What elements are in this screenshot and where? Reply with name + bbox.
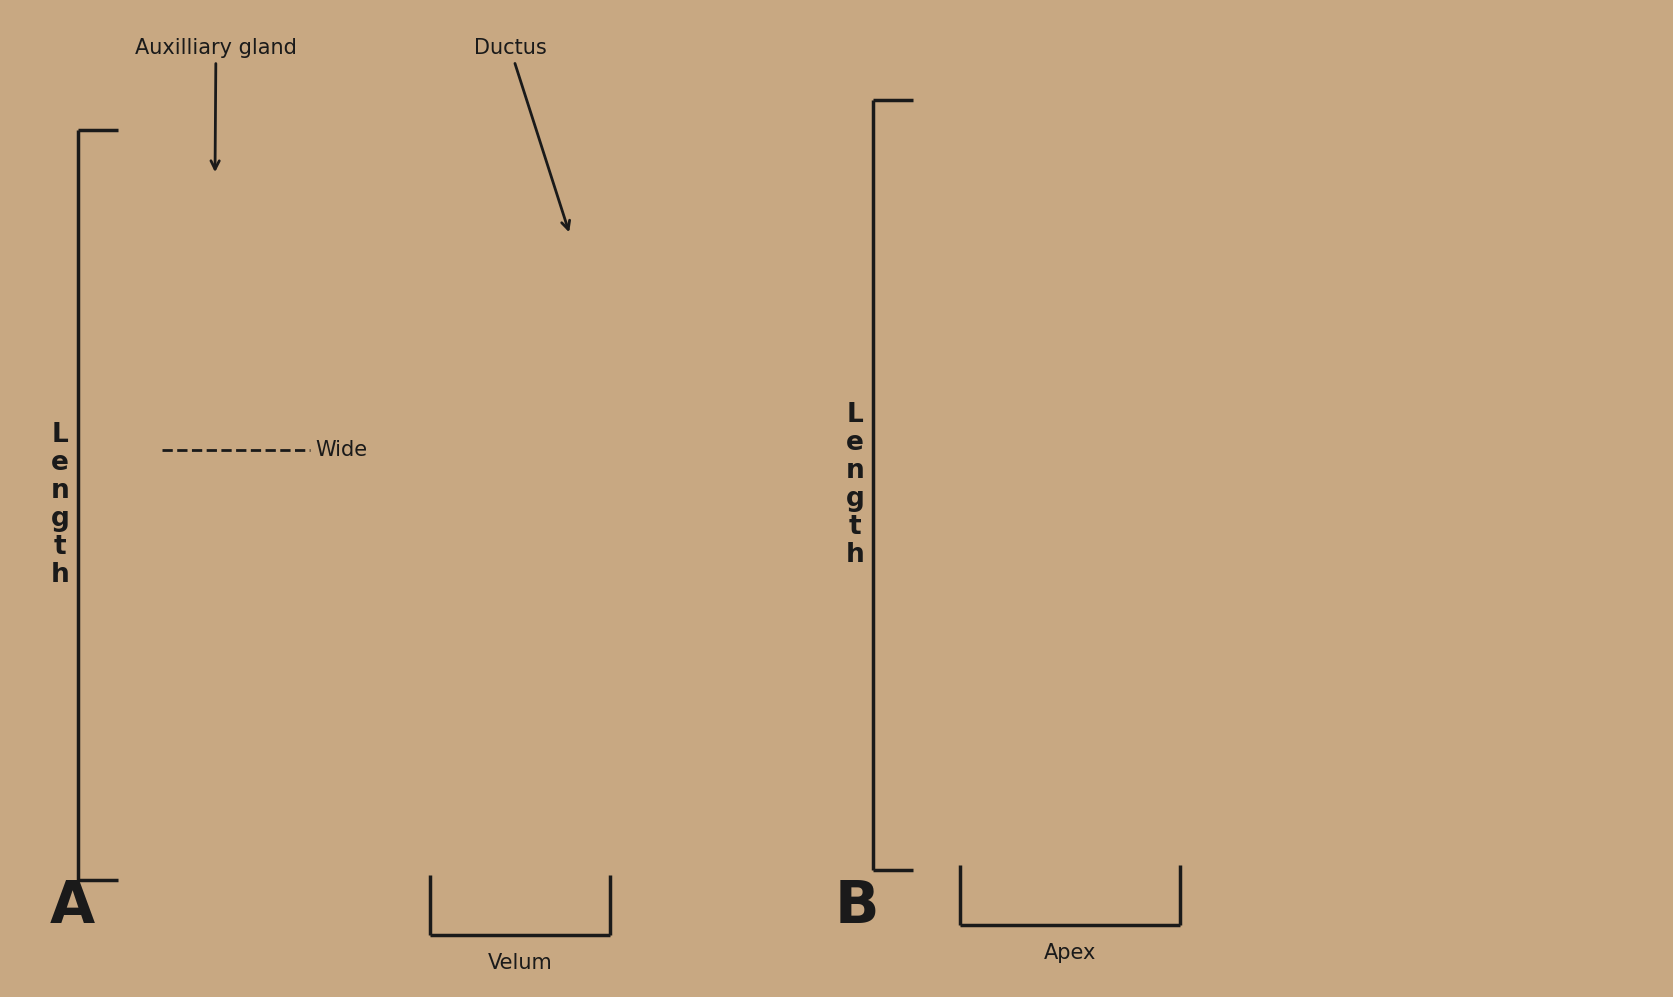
Text: L
e
n
g
t
h: L e n g t h (50, 422, 69, 588)
Text: Velum: Velum (487, 953, 552, 973)
Text: Apex: Apex (1044, 943, 1096, 963)
Text: A: A (50, 878, 95, 935)
Text: L
e
n
g
t
h: L e n g t h (845, 402, 863, 568)
Text: Wide: Wide (315, 440, 366, 460)
Text: B: B (835, 878, 878, 935)
Text: Ductus: Ductus (473, 38, 569, 229)
Text: Auxilliary gland: Auxilliary gland (136, 38, 296, 169)
